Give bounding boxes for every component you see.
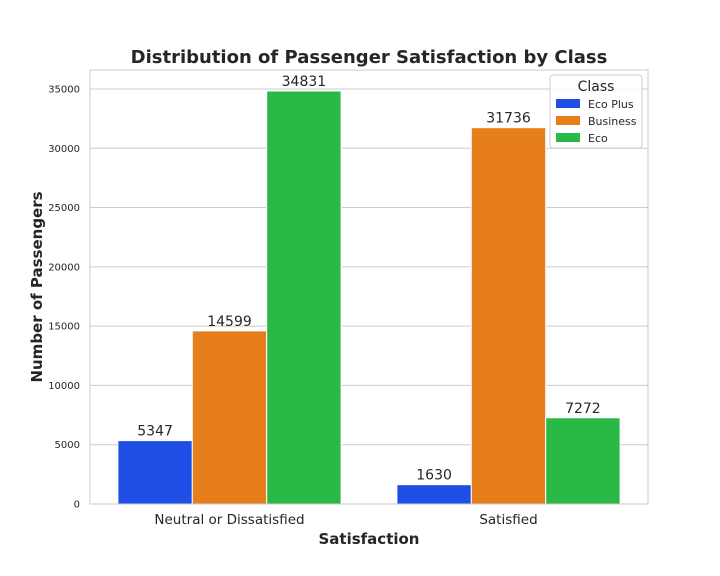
y-tick-label: 35000	[48, 84, 80, 95]
y-axis-label: Number of Passengers	[28, 191, 46, 382]
y-tick-labels: 0 5000 10000 15000 20000 25000 30000 35000	[48, 84, 80, 510]
x-tick-label: Satisfied	[479, 512, 537, 528]
bar	[117, 440, 193, 505]
legend: Class Eco Plus Business Eco	[549, 74, 643, 149]
plot-frame	[89, 69, 649, 505]
bar-value-label: 31736	[486, 111, 531, 127]
y-tick-label: 20000	[48, 262, 80, 273]
y-tick-label: 30000	[48, 144, 80, 155]
bars	[117, 90, 621, 505]
bar	[545, 417, 621, 505]
x-tick-labels: Neutral or Dissatisfied Satisfied	[154, 512, 537, 528]
x-axis-label: Satisfaction	[318, 530, 419, 548]
legend-title: Class	[578, 79, 615, 95]
bar-value-label: 5347	[137, 424, 173, 440]
bar	[470, 127, 547, 505]
bar	[191, 330, 268, 505]
y-tick-label: 15000	[48, 322, 80, 333]
bar-value-label: 34831	[282, 74, 327, 90]
bar-data-labels: 5347 14599 34831 1630 31736 7272	[137, 74, 600, 484]
legend-label: Business	[588, 115, 637, 128]
legend-label: Eco Plus	[588, 98, 634, 111]
legend-swatch	[556, 133, 580, 142]
bar-value-label: 7272	[565, 401, 601, 417]
legend-label: Eco	[588, 132, 608, 145]
y-tick-label: 10000	[48, 381, 80, 392]
bar-value-label: 14599	[207, 314, 252, 330]
bar	[266, 90, 342, 505]
legend-items: Eco Plus Business Eco	[556, 98, 637, 145]
x-tick-label: Neutral or Dissatisfied	[154, 512, 304, 528]
bar-value-label: 1630	[416, 468, 452, 484]
y-tick-label: 5000	[55, 440, 80, 451]
chart-title: Distribution of Passenger Satisfaction b…	[131, 47, 608, 68]
legend-box	[549, 74, 643, 149]
legend-swatch	[556, 116, 580, 125]
y-tick-label: 25000	[48, 203, 80, 214]
bar	[396, 484, 472, 505]
y-tick-label: 0	[74, 500, 80, 511]
legend-swatch	[556, 99, 580, 108]
